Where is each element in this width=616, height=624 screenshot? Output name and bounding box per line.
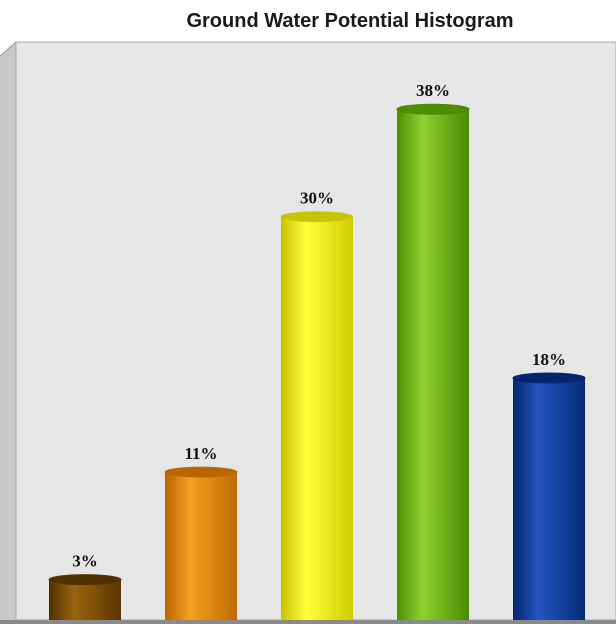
bar-2 [165, 472, 237, 620]
bars-group [48, 103, 586, 621]
bar-cap-1 [48, 574, 122, 586]
bar-5 [513, 378, 585, 620]
plot-floor [0, 620, 616, 624]
plot-left-wall [0, 42, 16, 624]
value-label-1: 3% [72, 552, 98, 571]
value-label-3: 30% [300, 189, 334, 208]
bar-4 [397, 109, 469, 621]
value-labels-group: 3% 11% 30% 38% 18% [72, 81, 566, 570]
bar-cap-5 [512, 372, 586, 384]
bar-1 [49, 579, 121, 620]
plot-wall-edge [0, 41, 17, 57]
bar-3 [281, 216, 353, 620]
value-label-4: 38% [416, 81, 450, 100]
value-label-5: 18% [532, 350, 566, 369]
bar-cap-4 [396, 103, 470, 115]
value-label-2: 11% [184, 444, 217, 463]
bar-cap-3 [280, 211, 354, 223]
bar-cap-2 [164, 466, 238, 478]
chart-title: Ground Water Potential Histogram [186, 10, 514, 32]
